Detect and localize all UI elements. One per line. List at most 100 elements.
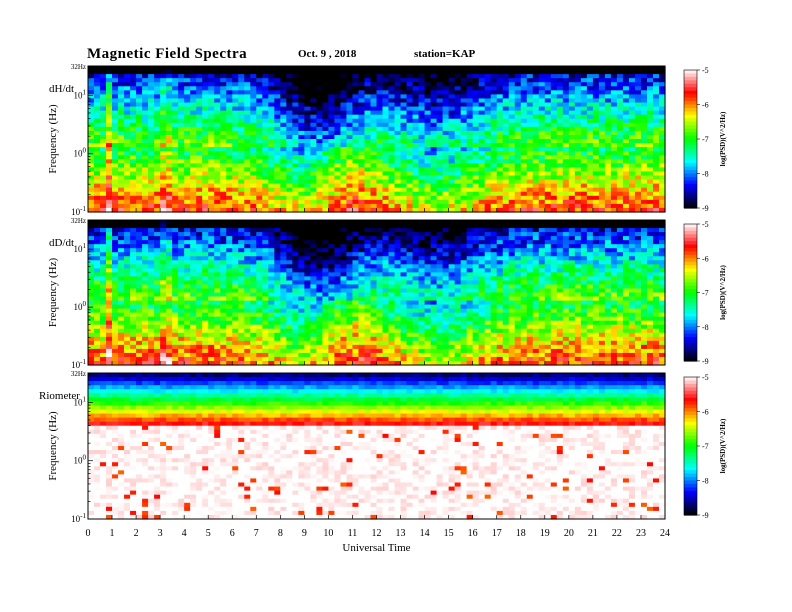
- psd-cell: [232, 151, 239, 156]
- psd-cell: [292, 187, 299, 193]
- psd-cell: [226, 276, 233, 282]
- psd-cell: [352, 106, 360, 112]
- psd-cell: [310, 264, 317, 269]
- psd-cell: [94, 272, 101, 277]
- psd-cell: [316, 280, 324, 286]
- psd-cell: [634, 171, 642, 177]
- psd-cell: [112, 195, 119, 201]
- psd-cell: [358, 171, 366, 177]
- psd-cell: [202, 312, 209, 318]
- psd-cell: [118, 240, 125, 245]
- psd-cell: [178, 256, 185, 261]
- psd-cell: [448, 203, 456, 209]
- psd-cell: [142, 356, 149, 362]
- psd-cell: [166, 288, 173, 294]
- psd-cell: [652, 175, 660, 181]
- psd-cell: [628, 98, 636, 104]
- psd-cell: [142, 288, 149, 294]
- psd-cell: [154, 260, 161, 265]
- psd-cell: [166, 106, 173, 112]
- psd-cell: [214, 336, 221, 342]
- psd-cell: [184, 203, 191, 209]
- psd-cell: [310, 175, 317, 181]
- psd-cell: [448, 187, 456, 193]
- psd-cell: [88, 90, 95, 95]
- psd-cell: [166, 114, 173, 120]
- psd-cell: [406, 143, 414, 148]
- psd-cell: [214, 292, 221, 298]
- psd-cell: [124, 199, 131, 205]
- psd-cell: [616, 126, 624, 132]
- psd-cell: [214, 66, 221, 71]
- psd-cell: [634, 195, 642, 201]
- psd-cell: [640, 147, 648, 152]
- psd-cell: [592, 86, 600, 91]
- psd-cell: [424, 191, 432, 197]
- psd-cell: [610, 134, 618, 140]
- psd-cell: [382, 122, 390, 128]
- psd-cell: [220, 284, 227, 290]
- psd-cell: [502, 207, 510, 213]
- psd-cell: [430, 187, 438, 193]
- psd-cell: [286, 139, 293, 144]
- psd-cell: [172, 276, 179, 282]
- psd-cell: [274, 167, 281, 173]
- psd-cell: [574, 74, 582, 79]
- psd-cell: [316, 332, 324, 338]
- psd-cell: [196, 352, 203, 358]
- psd-cell: [478, 175, 486, 181]
- psd-cell: [388, 98, 396, 104]
- psd-cell: [226, 256, 233, 261]
- psd-cell: [304, 252, 311, 257]
- psd-cell: [592, 171, 600, 177]
- psd-cell: [376, 159, 384, 164]
- psd-cell: [100, 352, 107, 358]
- psd-cell: [238, 163, 245, 168]
- psd-cell: [112, 118, 119, 124]
- psd-cell: [94, 264, 101, 269]
- psd-cell: [550, 118, 558, 124]
- psd-cell: [442, 159, 450, 164]
- psd-cell: [88, 236, 95, 241]
- psd-cell: [184, 126, 191, 132]
- psd-cell: [304, 264, 311, 269]
- psd-cell: [388, 171, 396, 177]
- psd-cell: [484, 167, 492, 173]
- psd-cell: [256, 139, 263, 144]
- psd-cell: [424, 82, 432, 87]
- psd-cell: [238, 78, 245, 83]
- psd-cell: [394, 114, 402, 120]
- psd-cell: [622, 134, 630, 140]
- psd-cell: [100, 308, 107, 314]
- psd-cell: [196, 300, 203, 306]
- psd-cell: [244, 336, 251, 342]
- psd-cell: [262, 316, 269, 322]
- psd-cell: [124, 272, 131, 277]
- psd-cell: [472, 70, 480, 75]
- psd-cell: [544, 151, 552, 156]
- psd-cell: [478, 159, 486, 164]
- psd-cell: [106, 292, 113, 298]
- psd-cell: [142, 316, 149, 322]
- psd-cell: [562, 118, 570, 124]
- psd-cell: [94, 348, 101, 354]
- psd-cell: [364, 191, 372, 197]
- psd-cell: [148, 240, 155, 245]
- psd-cell: [160, 179, 167, 185]
- psd-cell: [256, 352, 263, 358]
- psd-cell: [472, 74, 480, 79]
- psd-cell: [634, 102, 642, 108]
- psd-cell: [562, 94, 570, 100]
- psd-cell: [604, 78, 612, 83]
- psd-cell: [658, 90, 666, 95]
- psd-cell: [352, 78, 360, 83]
- psd-cell: [544, 195, 552, 201]
- psd-cell: [610, 94, 618, 100]
- psd-cell: [238, 284, 245, 290]
- psd-cell: [394, 130, 402, 136]
- psd-cell: [298, 276, 305, 282]
- psd-cell: [274, 147, 281, 152]
- psd-cell: [658, 191, 666, 197]
- psd-cell: [592, 130, 600, 136]
- psd-cell: [526, 151, 534, 156]
